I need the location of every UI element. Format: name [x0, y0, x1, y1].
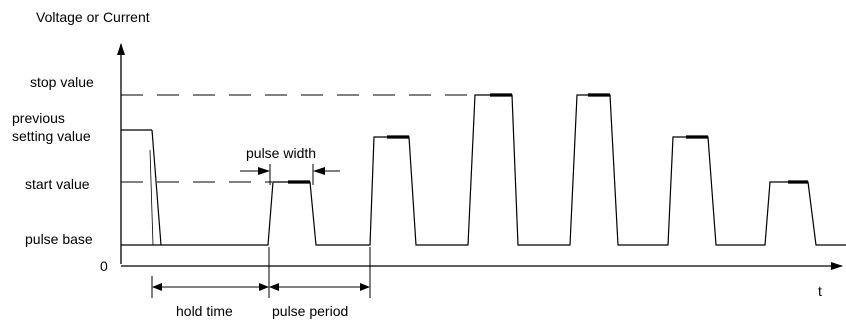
- stop-value-label: stop value: [30, 74, 94, 90]
- x-axis-label: t: [818, 283, 822, 299]
- previous-fall-edge: [151, 129, 162, 246]
- zero-label: 0: [100, 258, 108, 274]
- y-axis-label: Voltage or Current: [36, 9, 150, 25]
- pulse-period-label: pulse period: [272, 303, 348, 319]
- hold-time-label: hold time: [176, 303, 233, 319]
- pulse-width-label: pulse width: [246, 145, 316, 161]
- previous-label-line1: previous: [12, 110, 65, 126]
- pulse-top-marks: [288, 93, 808, 184]
- previous-fall-edge-thin: [149, 149, 154, 246]
- pulse-waveform: [121, 94, 846, 246]
- pulse-base-label: pulse base: [25, 231, 93, 247]
- previous-label-line2: setting value: [12, 128, 91, 144]
- start-value-label: start value: [25, 176, 90, 192]
